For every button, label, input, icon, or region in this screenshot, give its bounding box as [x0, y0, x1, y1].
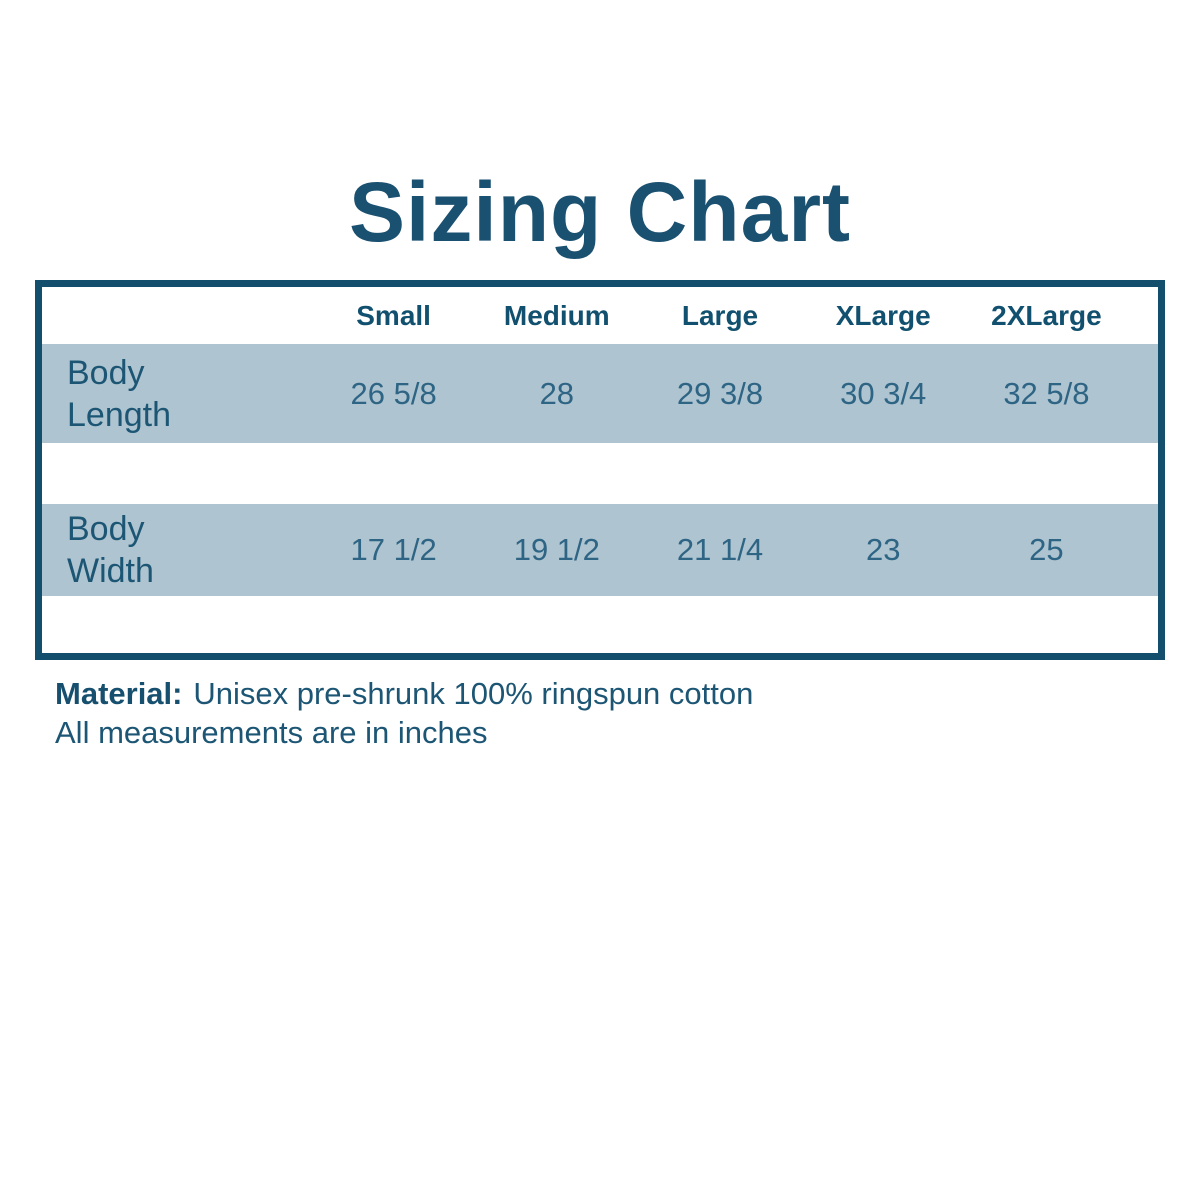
material-line: Material: Unisex pre-shrunk 100% ringspun… — [55, 674, 1200, 713]
sizing-table: Small Medium Large XLarge 2XLarge Body L… — [35, 280, 1165, 660]
body-length-large: 29 3/8 — [676, 375, 764, 411]
column-header-small: Small — [356, 299, 431, 331]
body-length-small: 26 5/8 — [350, 375, 437, 411]
row-label-text: Body Width — [67, 510, 154, 590]
column-header-xlarge: XLarge — [835, 299, 931, 331]
body-width-2xlarge: 25 — [1029, 532, 1064, 567]
table-header-row: Small Medium Large XLarge 2XLarge — [42, 287, 1158, 344]
material-label: Material: — [55, 676, 183, 711]
measurements-note: All measurements are in inches — [55, 715, 488, 750]
column-header-large: Large — [681, 299, 759, 331]
row-label-body-width: Body Width — [42, 508, 312, 592]
row-label-text: Body Length — [67, 353, 171, 434]
material-value: Unisex pre-shrunk 100% ringspun cotton — [193, 676, 754, 711]
table-spacer-row — [42, 443, 1158, 504]
table-bottom-spacer-row — [42, 596, 1158, 653]
column-header-medium: Medium — [503, 299, 610, 331]
body-width-medium: 19 1/2 — [513, 532, 600, 567]
body-width-large: 21 1/4 — [676, 532, 764, 567]
footer-notes: Material: Unisex pre-shrunk 100% ringspun… — [55, 674, 1200, 752]
column-header-2xlarge: 2XLarge — [991, 299, 1102, 331]
body-length-xlarge: 30 3/4 — [840, 375, 927, 411]
body-width-small: 17 1/2 — [350, 532, 437, 567]
body-length-medium: 28 — [539, 375, 575, 411]
page-title: Sizing Chart — [348, 165, 851, 259]
row-label-body-length: Body Length — [42, 352, 312, 436]
table-row-body-length: Body Length 26 5/8 28 29 3/8 30 3/4 32 5… — [42, 344, 1158, 443]
table-row-body-width: Body Width 17 1/2 19 1/2 21 1/4 23 25 — [42, 504, 1158, 596]
body-length-2xlarge: 32 5/8 — [1003, 375, 1090, 411]
body-width-xlarge: 23 — [865, 532, 901, 567]
